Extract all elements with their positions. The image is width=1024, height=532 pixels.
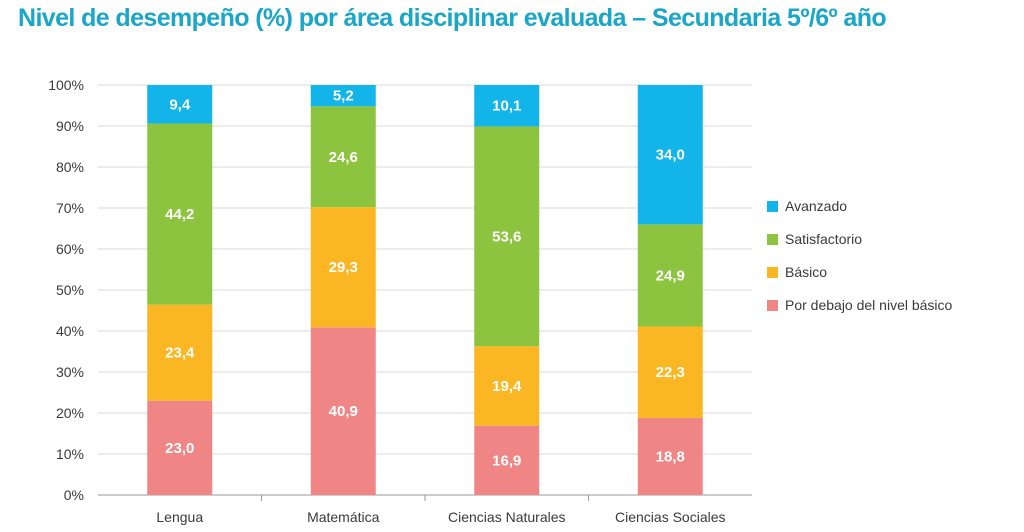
data-label: 24,6 bbox=[329, 149, 358, 166]
y-axis: 0% 10% 20% 30% 40% 50% 60% 70% 80% 90% 100% bbox=[48, 77, 84, 503]
y-tick-label: 0% bbox=[64, 487, 84, 503]
x-category-label: Ciencias Sociales bbox=[615, 509, 726, 525]
y-tick-label: 100% bbox=[48, 77, 84, 93]
y-tick-label: 80% bbox=[56, 159, 84, 175]
bar-segment bbox=[637, 224, 703, 327]
bar-segment bbox=[310, 207, 376, 328]
data-label: 9,4 bbox=[169, 96, 191, 113]
y-tick-label: 50% bbox=[56, 282, 84, 298]
legend-swatch bbox=[767, 234, 778, 245]
data-label: 40,9 bbox=[329, 403, 358, 420]
legend-label: Por debajo del nivel básico bbox=[785, 297, 953, 313]
x-category-label: Lengua bbox=[156, 509, 203, 525]
bar-segment bbox=[147, 123, 213, 305]
y-tick-label: 20% bbox=[56, 405, 84, 421]
y-tick-label: 10% bbox=[56, 446, 84, 462]
data-label: 16,9 bbox=[492, 452, 521, 469]
data-label: 34,0 bbox=[656, 147, 685, 164]
x-category-label: Matemática bbox=[307, 509, 380, 525]
data-label: 24,9 bbox=[656, 267, 685, 284]
bar-segment bbox=[147, 85, 213, 124]
data-label: 5,2 bbox=[333, 88, 354, 105]
legend: Avanzado Satisfactorio Básico Por debajo de… bbox=[767, 198, 953, 313]
data-label: 23,4 bbox=[165, 345, 195, 362]
data-label: 19,4 bbox=[492, 378, 522, 395]
bars: 23,0 23,4 44,2 9,4 40,9 29,3 24,6 5,2 16,9 19,4 53… bbox=[147, 85, 703, 495]
y-tick-label: 70% bbox=[56, 200, 84, 216]
bar-segment bbox=[474, 126, 540, 347]
legend-label: Avanzado bbox=[785, 198, 847, 214]
chart-title: Nivel de desempeño (%) por área discipli… bbox=[18, 4, 887, 32]
bar-segment bbox=[474, 425, 540, 495]
bar-segment bbox=[310, 327, 376, 495]
y-tick-label: 30% bbox=[56, 364, 84, 380]
legend-label: Básico bbox=[785, 264, 827, 280]
bar-segment bbox=[637, 326, 703, 418]
data-label: 44,2 bbox=[165, 206, 194, 223]
data-label: 10,1 bbox=[492, 98, 521, 115]
bar-segment bbox=[147, 400, 213, 495]
y-tick-label: 90% bbox=[56, 118, 84, 134]
legend-swatch bbox=[767, 267, 778, 278]
y-tick-label: 60% bbox=[56, 241, 84, 257]
legend-label: Satisfactorio bbox=[785, 231, 862, 247]
bar-segment bbox=[474, 346, 540, 426]
x-axis: Lengua Matemática Ciencias Naturales Cienci… bbox=[156, 495, 726, 525]
legend-swatch bbox=[767, 300, 778, 311]
bar-segment bbox=[310, 85, 376, 107]
data-label: 23,0 bbox=[165, 440, 194, 457]
bar-segment bbox=[474, 85, 540, 127]
data-label: 18,8 bbox=[656, 448, 685, 465]
x-category-label: Ciencias Naturales bbox=[448, 509, 566, 525]
data-label: 29,3 bbox=[329, 259, 358, 276]
bar-segment bbox=[637, 85, 703, 225]
data-label: 22,3 bbox=[656, 364, 685, 381]
bar-segment bbox=[147, 304, 213, 401]
bar-segment bbox=[637, 417, 703, 495]
data-label: 53,6 bbox=[492, 228, 521, 245]
legend-swatch bbox=[767, 201, 778, 212]
y-tick-label: 40% bbox=[56, 323, 84, 339]
bar-segment bbox=[310, 106, 376, 208]
